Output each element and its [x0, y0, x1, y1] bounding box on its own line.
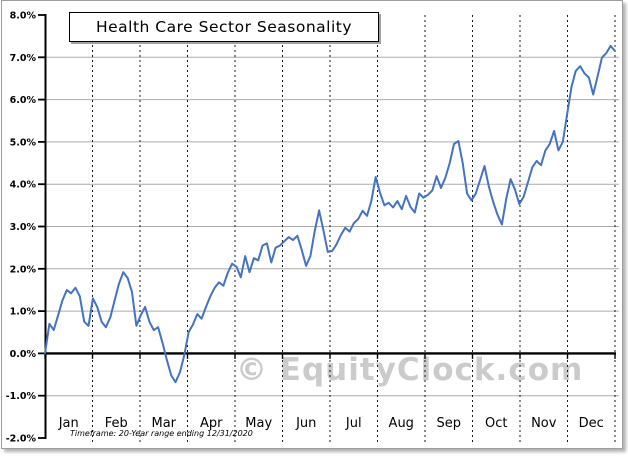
y-axis-label: 8.0% — [10, 11, 37, 22]
x-axis-label: Sep — [436, 416, 461, 431]
y-axis-label: 6.0% — [10, 95, 37, 106]
y-axis-label: 4.0% — [10, 180, 37, 191]
x-axis-label: Mar — [151, 416, 176, 431]
timeframe-footnote: Timeframe: 20-Year range ending 12/31/20… — [70, 429, 253, 438]
x-axis-label: Aug — [389, 416, 414, 431]
y-axis-label: 3.0% — [10, 222, 37, 233]
y-axis-label: 5.0% — [10, 137, 37, 148]
x-axis-label: Apr — [200, 416, 223, 431]
chart-title-box: Health Care Sector Seasonality — [69, 12, 379, 42]
x-axis-label: Jan — [58, 416, 79, 431]
x-axis-label: Jun — [295, 416, 316, 431]
y-axis-label: -1.0% — [6, 391, 37, 402]
y-axis-label: 7.0% — [10, 53, 37, 64]
x-axis-label: Jul — [345, 416, 362, 431]
x-axis-label: Feb — [105, 416, 128, 431]
y-axis-label: -2.0% — [6, 434, 37, 445]
y-axis-label: 1.0% — [10, 307, 37, 318]
x-axis-label: May — [245, 416, 272, 431]
y-axis-label: 0.0% — [10, 349, 37, 360]
x-axis-label: Dec — [579, 416, 604, 431]
equityclock-watermark: © EquityClock.com — [236, 352, 584, 388]
seasonality-series-line — [44, 44, 616, 384]
x-axis-label: Nov — [531, 416, 557, 431]
x-axis-label: Oct — [485, 416, 507, 431]
chart-frame: © EquityClock.com 8.0% 7.0% 6.0% 5.0% 4.0% 3.… — [1, 0, 623, 449]
y-axis-label: 2.0% — [10, 264, 37, 275]
chart-title: Health Care Sector Seasonality — [95, 18, 352, 36]
